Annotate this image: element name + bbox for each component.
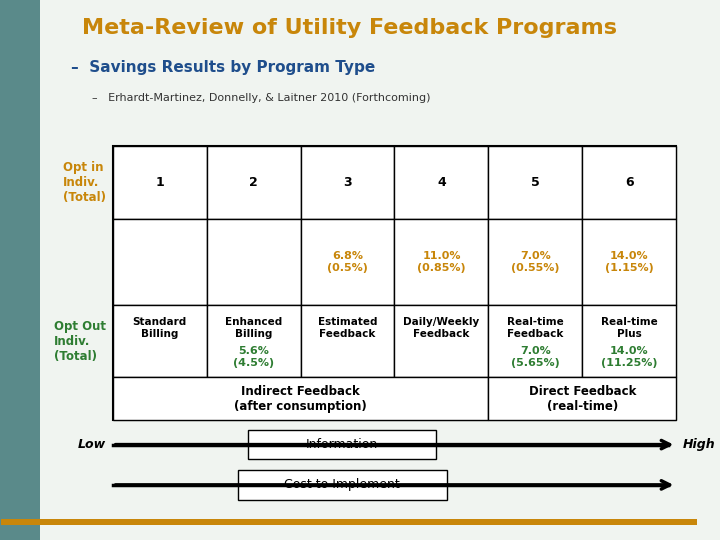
Bar (207, 219, 300, 305)
Bar (113, 377, 488, 421)
Text: High: High (683, 438, 716, 451)
Bar (582, 305, 676, 377)
Text: –   Erhardt-Martinez, Donnelly, & Laitner 2010 (Forthcoming): – Erhardt-Martinez, Donnelly, & Laitner … (92, 93, 431, 103)
Bar (238, 470, 446, 500)
Bar (582, 146, 676, 219)
Text: 5: 5 (531, 176, 540, 189)
Bar (582, 219, 676, 305)
Bar (113, 146, 207, 219)
Text: 2: 2 (249, 176, 258, 189)
Text: –  Savings Results by Program Type: – Savings Results by Program Type (71, 60, 375, 76)
Text: 14.0%
(1.15%): 14.0% (1.15%) (605, 251, 654, 273)
Text: 7.0%
(0.55%): 7.0% (0.55%) (511, 251, 559, 273)
Text: Meta-Review of Utility Feedback Programs: Meta-Review of Utility Feedback Programs (82, 17, 617, 37)
Text: 1: 1 (156, 176, 164, 189)
Bar (248, 430, 436, 460)
Text: Estimated
Feedback: Estimated Feedback (318, 317, 377, 339)
Text: Opt in
Indiv.
(Total): Opt in Indiv. (Total) (63, 161, 106, 204)
Text: Daily/Weekly
Feedback: Daily/Weekly Feedback (403, 317, 480, 339)
Text: 5.6%
(4.5%): 5.6% (4.5%) (233, 347, 274, 368)
Text: 7.0%
(5.65%): 7.0% (5.65%) (511, 347, 559, 368)
Text: 6.8%
(0.5%): 6.8% (0.5%) (327, 251, 368, 273)
Text: 3: 3 (343, 176, 352, 189)
Bar (113, 146, 676, 421)
Bar (300, 146, 395, 219)
Text: Information: Information (306, 438, 379, 451)
Text: Low: Low (78, 438, 106, 451)
Text: Real-time
Plus: Real-time Plus (601, 317, 657, 339)
Bar (113, 305, 207, 377)
Bar (488, 146, 582, 219)
Text: Indirect Feedback
(after consumption): Indirect Feedback (after consumption) (234, 385, 367, 413)
Text: Standard
Billing: Standard Billing (132, 317, 186, 339)
Bar (113, 219, 207, 305)
Bar (300, 305, 395, 377)
Text: 4: 4 (437, 176, 446, 189)
Bar (1, 519, 697, 525)
Bar (488, 219, 582, 305)
Bar (488, 377, 676, 421)
Bar (207, 146, 300, 219)
Text: Real-time
Feedback: Real-time Feedback (507, 317, 564, 339)
Bar (207, 305, 300, 377)
Text: 11.0%
(0.85%): 11.0% (0.85%) (417, 251, 466, 273)
Bar (395, 305, 488, 377)
Text: Direct Feedback
(real-time): Direct Feedback (real-time) (528, 385, 636, 413)
Text: Cost to Implement: Cost to Implement (284, 478, 400, 491)
Bar (488, 305, 582, 377)
Text: Enhanced
Billing: Enhanced Billing (225, 317, 282, 339)
Bar (300, 219, 395, 305)
Text: 14.0%
(11.25%): 14.0% (11.25%) (601, 347, 657, 368)
Bar (395, 146, 488, 219)
Text: 6: 6 (625, 176, 634, 189)
Bar (395, 219, 488, 305)
Text: Opt Out
Indiv.
(Total): Opt Out Indiv. (Total) (54, 320, 106, 363)
